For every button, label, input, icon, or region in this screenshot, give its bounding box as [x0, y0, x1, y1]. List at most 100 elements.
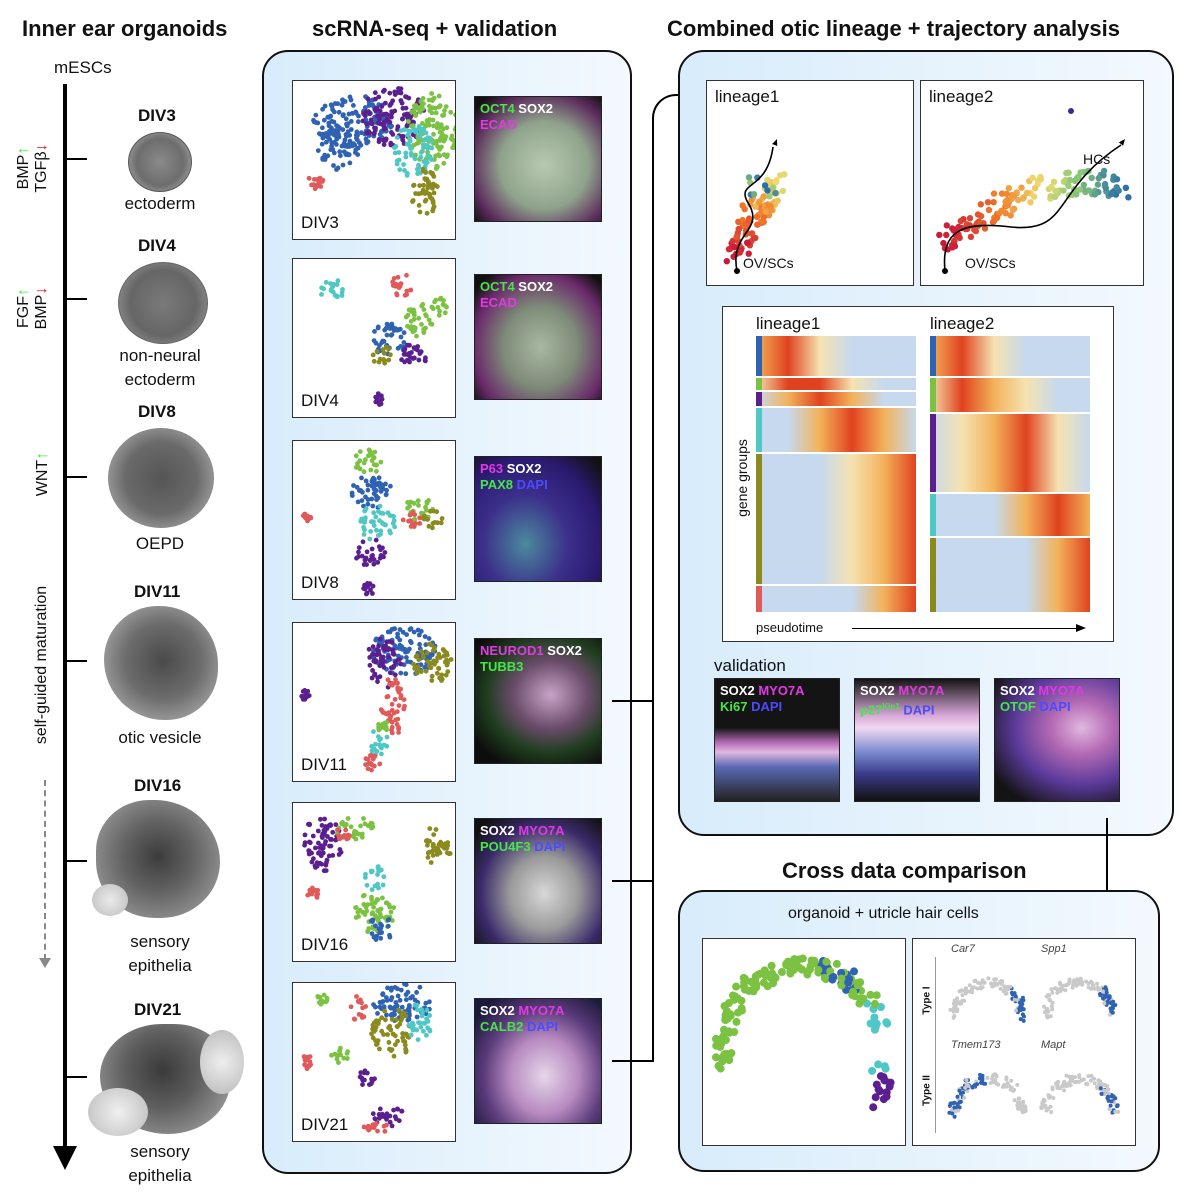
heatmap-group-color-bar — [756, 378, 762, 390]
col2-title: scRNA-seq + validation — [312, 16, 558, 41]
marker-label: OCT4 — [480, 279, 515, 294]
heatmap-gene-group — [930, 538, 1090, 612]
stage-div3-label: DIV3 — [138, 106, 176, 125]
validation-legend: SOX2 MYO7A p27Kip1 DAPI — [860, 683, 945, 718]
heatmap-group-color-bar — [756, 392, 762, 406]
lineage2-scatter — [936, 108, 1132, 274]
stain-image-div11: NEUROD1 SOX2 TUBB3 — [474, 638, 602, 764]
heatmap-group-color-bar — [930, 538, 936, 612]
timeline-axis — [63, 84, 67, 1152]
umap-div3: DIV3 — [292, 80, 456, 240]
timeline-start: mESCs — [54, 58, 112, 77]
stage-div16-desc2: epithelia — [128, 956, 192, 975]
umap-div8-clusters — [300, 447, 445, 597]
marker-label: SOX2 — [480, 823, 515, 838]
heatmap-gene-group — [930, 494, 1090, 536]
marker-label: Kip1 — [882, 702, 900, 711]
gene-spp1: Spp1 — [1041, 943, 1067, 955]
heatmap-gene-group — [756, 586, 916, 612]
marker-label: DAPI — [751, 699, 783, 714]
marker-label: OCT4 — [480, 101, 515, 116]
heatmap-gene-group — [756, 454, 916, 584]
marker-label: P63 — [480, 461, 504, 476]
pseudotime-arrow-line — [852, 628, 1078, 629]
stage-div21-label: DIV21 — [134, 1000, 182, 1019]
factor-up-arrow: ↑ — [15, 146, 32, 155]
stage-div3-desc: ectoderm — [124, 194, 196, 213]
umap-div16: DIV16 — [292, 802, 456, 962]
umap-label: DIV4 — [301, 391, 339, 410]
umap-label: DIV21 — [301, 1115, 349, 1134]
factor-down-arrow: ↓ — [33, 143, 50, 152]
type2-label: Type II — [921, 1075, 933, 1106]
stage-div16-label: DIV16 — [134, 776, 182, 795]
stage-div4-desc1: non-neural — [119, 346, 201, 365]
umap-label: DIV16 — [301, 935, 349, 954]
heatmap-group-color-bar — [756, 336, 762, 376]
marker-label: MYO7A — [898, 683, 945, 698]
factor-wnt: WNT↑ — [34, 429, 52, 519]
marker-label: SOX2 — [518, 101, 553, 116]
organoid-div21-bud-right — [200, 1030, 244, 1094]
factor-up-arrow: ↑ — [15, 288, 32, 296]
marker-label: SOX2 — [547, 643, 582, 658]
marker-label: SOX2 — [1000, 683, 1035, 698]
marker-label: MYO7A — [518, 823, 565, 838]
stain-image-div3: OCT4 SOX2 ECAD — [474, 96, 602, 222]
lineage2-trajectory-plot: lineage2 OV/SCs HCs — [920, 80, 1144, 286]
stain-legend: SOX2 MYO7A POU4F3 DAPI — [480, 823, 565, 855]
heatmap-xlabel: pseudotime — [756, 620, 824, 635]
factor-fgf: FGF — [15, 296, 32, 328]
marker-label: DAPI — [1039, 699, 1071, 714]
maturation-arrowhead — [39, 958, 51, 968]
stain-image-div16: SOX2 MYO7A POU4F3 DAPI — [474, 818, 602, 944]
marker-label: Ki67 — [720, 699, 748, 714]
heatmap-lineage1-title: lineage1 — [756, 314, 821, 333]
umap-label: DIV3 — [301, 213, 339, 232]
gene-car7: Car7 — [951, 943, 975, 955]
organoid-div8-image — [108, 428, 214, 528]
heatmap-group-color-bar — [756, 586, 762, 612]
validation-legend: SOX2 MYO7A Ki67 DAPI — [720, 683, 805, 715]
marker-label: CALB2 — [480, 1019, 524, 1034]
validation-image-1: SOX2 MYO7A Ki67 DAPI — [714, 678, 840, 802]
factors-bmp-tgfb: BMP↑ TGFβ↓ — [15, 123, 51, 213]
heatmap-gene-group — [930, 414, 1090, 492]
marker-label: DAPI — [516, 477, 548, 492]
stain-legend: OCT4 SOX2 ECAD — [480, 279, 553, 311]
umap-div11: DIV11 — [292, 622, 456, 782]
timeline-arrowhead — [53, 1146, 77, 1170]
connector-div16 — [612, 880, 654, 882]
featureplot-spp1 — [1042, 976, 1118, 1020]
heatmap-group-color-bar — [930, 414, 936, 492]
marker-label: MYO7A — [1038, 683, 1085, 698]
tick-div21 — [65, 1076, 87, 1078]
umap-div21: DIV21 — [292, 982, 456, 1142]
tick-div4 — [65, 298, 87, 300]
heatmap-group-color-bar — [930, 494, 936, 536]
marker-label: ECAD — [480, 117, 517, 132]
col1-title: Inner ear organoids — [22, 16, 228, 41]
marker-label: NEUROD1 — [480, 643, 544, 658]
marker-label: PAX8 — [480, 477, 513, 492]
lineage2-title: lineage2 — [929, 87, 994, 106]
heatmap-group-color-bar — [756, 408, 762, 452]
heatmap-lineage2-title: lineage2 — [930, 314, 995, 333]
pseudotime-arrowhead — [1076, 624, 1086, 632]
tick-div16 — [65, 860, 87, 862]
stage-div4-label: DIV4 — [138, 236, 176, 255]
gene-tmem173: Tmem173 — [951, 1039, 1001, 1051]
connector-vertical — [652, 118, 654, 1062]
organoid-div11-image — [104, 606, 218, 720]
lineage1-ov-label: OV/SCs — [743, 255, 794, 271]
heatmap-group-color-bar — [930, 336, 936, 376]
heatmap-gene-group — [756, 408, 916, 452]
stain-legend: P63 SOX2 PAX8 DAPI — [480, 461, 548, 493]
lineage1-trajectory-plot: lineage1 OV/SCs — [706, 80, 914, 286]
maturation-label: self-guided maturation — [33, 585, 50, 745]
factor-bmp2: BMP — [33, 294, 50, 330]
connector-div11 — [612, 700, 654, 702]
validation-legend: SOX2 MYO7A OTOF DAPI — [1000, 683, 1085, 715]
validation-title: validation — [714, 656, 786, 675]
organoid-div16-bud — [92, 884, 128, 916]
